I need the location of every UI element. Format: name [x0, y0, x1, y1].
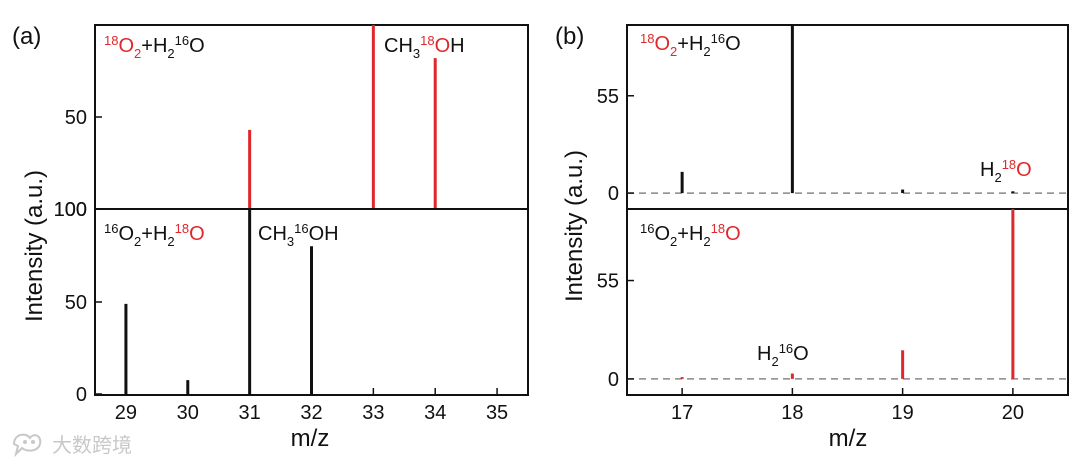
- panel-a-bottom-annotation: 16O2+H218O: [104, 221, 205, 249]
- panel-a-xtick-label: 33: [362, 402, 384, 424]
- panel-b-x-axis-label: m/z: [829, 425, 868, 452]
- panel-b-top-annotation: H218O: [980, 157, 1032, 185]
- panel-a-y-axis-label: Intensity (a.u.): [21, 170, 48, 322]
- panel-a-xtick-label: 35: [486, 402, 508, 424]
- panel-b-xtick-label: 19: [892, 402, 914, 424]
- panel-b-top-annotation: 18O2+H216O: [640, 31, 741, 59]
- panel-b: (b) Intensity (a.u.) m/z 0 55 18O2+H216O H2…: [555, 23, 1069, 452]
- panel-b-top-ytick-label: 55: [597, 86, 619, 108]
- logo-icon: [12, 433, 42, 458]
- panel-b-top-plot: 0 55 18O2+H216O H218O: [597, 24, 1069, 210]
- panel-b-bottom-annotation: 16O2+H218O: [640, 221, 741, 249]
- panel-a-xtick-label: 32: [300, 402, 322, 424]
- panel-a-top-ytick-label: 100: [54, 199, 87, 221]
- panel-b-bottom-ytick-label: 0: [608, 369, 619, 391]
- panel-a-bottom-annotation: CH316OH: [258, 221, 339, 249]
- panel-a-top-annotation: 18O2+H216O: [104, 33, 205, 61]
- panel-a-bottom-ytick-label: 50: [65, 292, 87, 314]
- watermark: 大数跨境: [12, 433, 132, 458]
- panel-b-y-axis-label: Intensity (a.u.): [561, 150, 588, 302]
- panel-a-top-plot: 50 100 18O2+H216O CH318OH: [54, 24, 529, 221]
- panel-b-bottom-ytick-label: 55: [597, 271, 619, 293]
- panel-a-bottom-ytick-label: 0: [76, 384, 87, 406]
- panel-b-xtick-label: 17: [671, 402, 693, 424]
- panel-a-xtick-label: 34: [424, 402, 446, 424]
- panel-a-top-annotation: CH318OH: [384, 33, 465, 61]
- panel-a-label: (a): [12, 23, 41, 50]
- panel-a-xtick-label: 30: [177, 402, 199, 424]
- watermark-text: 大数跨境: [52, 433, 132, 457]
- panel-a-xtick-label: 29: [115, 402, 137, 424]
- panel-a-xtick-label: 31: [239, 402, 261, 424]
- panel-a: (a) Intensity (a.u.) m/z 50 100 18O2+H216O…: [12, 23, 529, 452]
- panel-b-bottom-frame: [626, 208, 1069, 396]
- panel-a-top-ytick-label: 50: [65, 107, 87, 129]
- panel-b-bottom-plot: 0 55 16O2+H218O H216O 17 18 19 20: [597, 208, 1069, 424]
- panel-b-label: (b): [555, 23, 584, 50]
- panel-b-bottom-annotation: H216O: [757, 341, 809, 369]
- panel-a-bottom-plot: 0 50 100 16O2+H218O CH316OH 29 30 31 32 33 34 35: [54, 199, 529, 424]
- panel-a-bottom-ytick-label: 100: [54, 199, 87, 221]
- panel-b-top-ytick-label: 0: [608, 183, 619, 205]
- panel-a-x-axis-label: m/z: [291, 425, 330, 452]
- panel-b-xtick-label: 20: [1002, 402, 1024, 424]
- panel-b-xtick-label: 18: [781, 402, 803, 424]
